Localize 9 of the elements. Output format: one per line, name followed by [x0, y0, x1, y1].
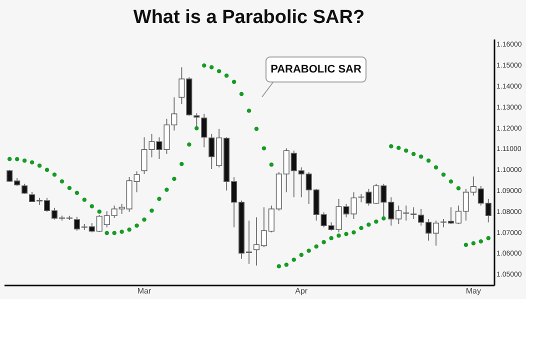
- x-tick-label: Apr: [295, 286, 308, 296]
- candlestick: [22, 183, 28, 194]
- chart-title: What is a Parabolic SAR?: [133, 7, 365, 28]
- x-tick-label: May: [466, 286, 481, 296]
- candlestick: [410, 206, 417, 220]
- candlestick: [201, 113, 208, 148]
- candlestick: [194, 112, 200, 130]
- annotation: PARABOLIC SAR: [270, 64, 362, 76]
- x-tick-label: Mar: [137, 286, 152, 296]
